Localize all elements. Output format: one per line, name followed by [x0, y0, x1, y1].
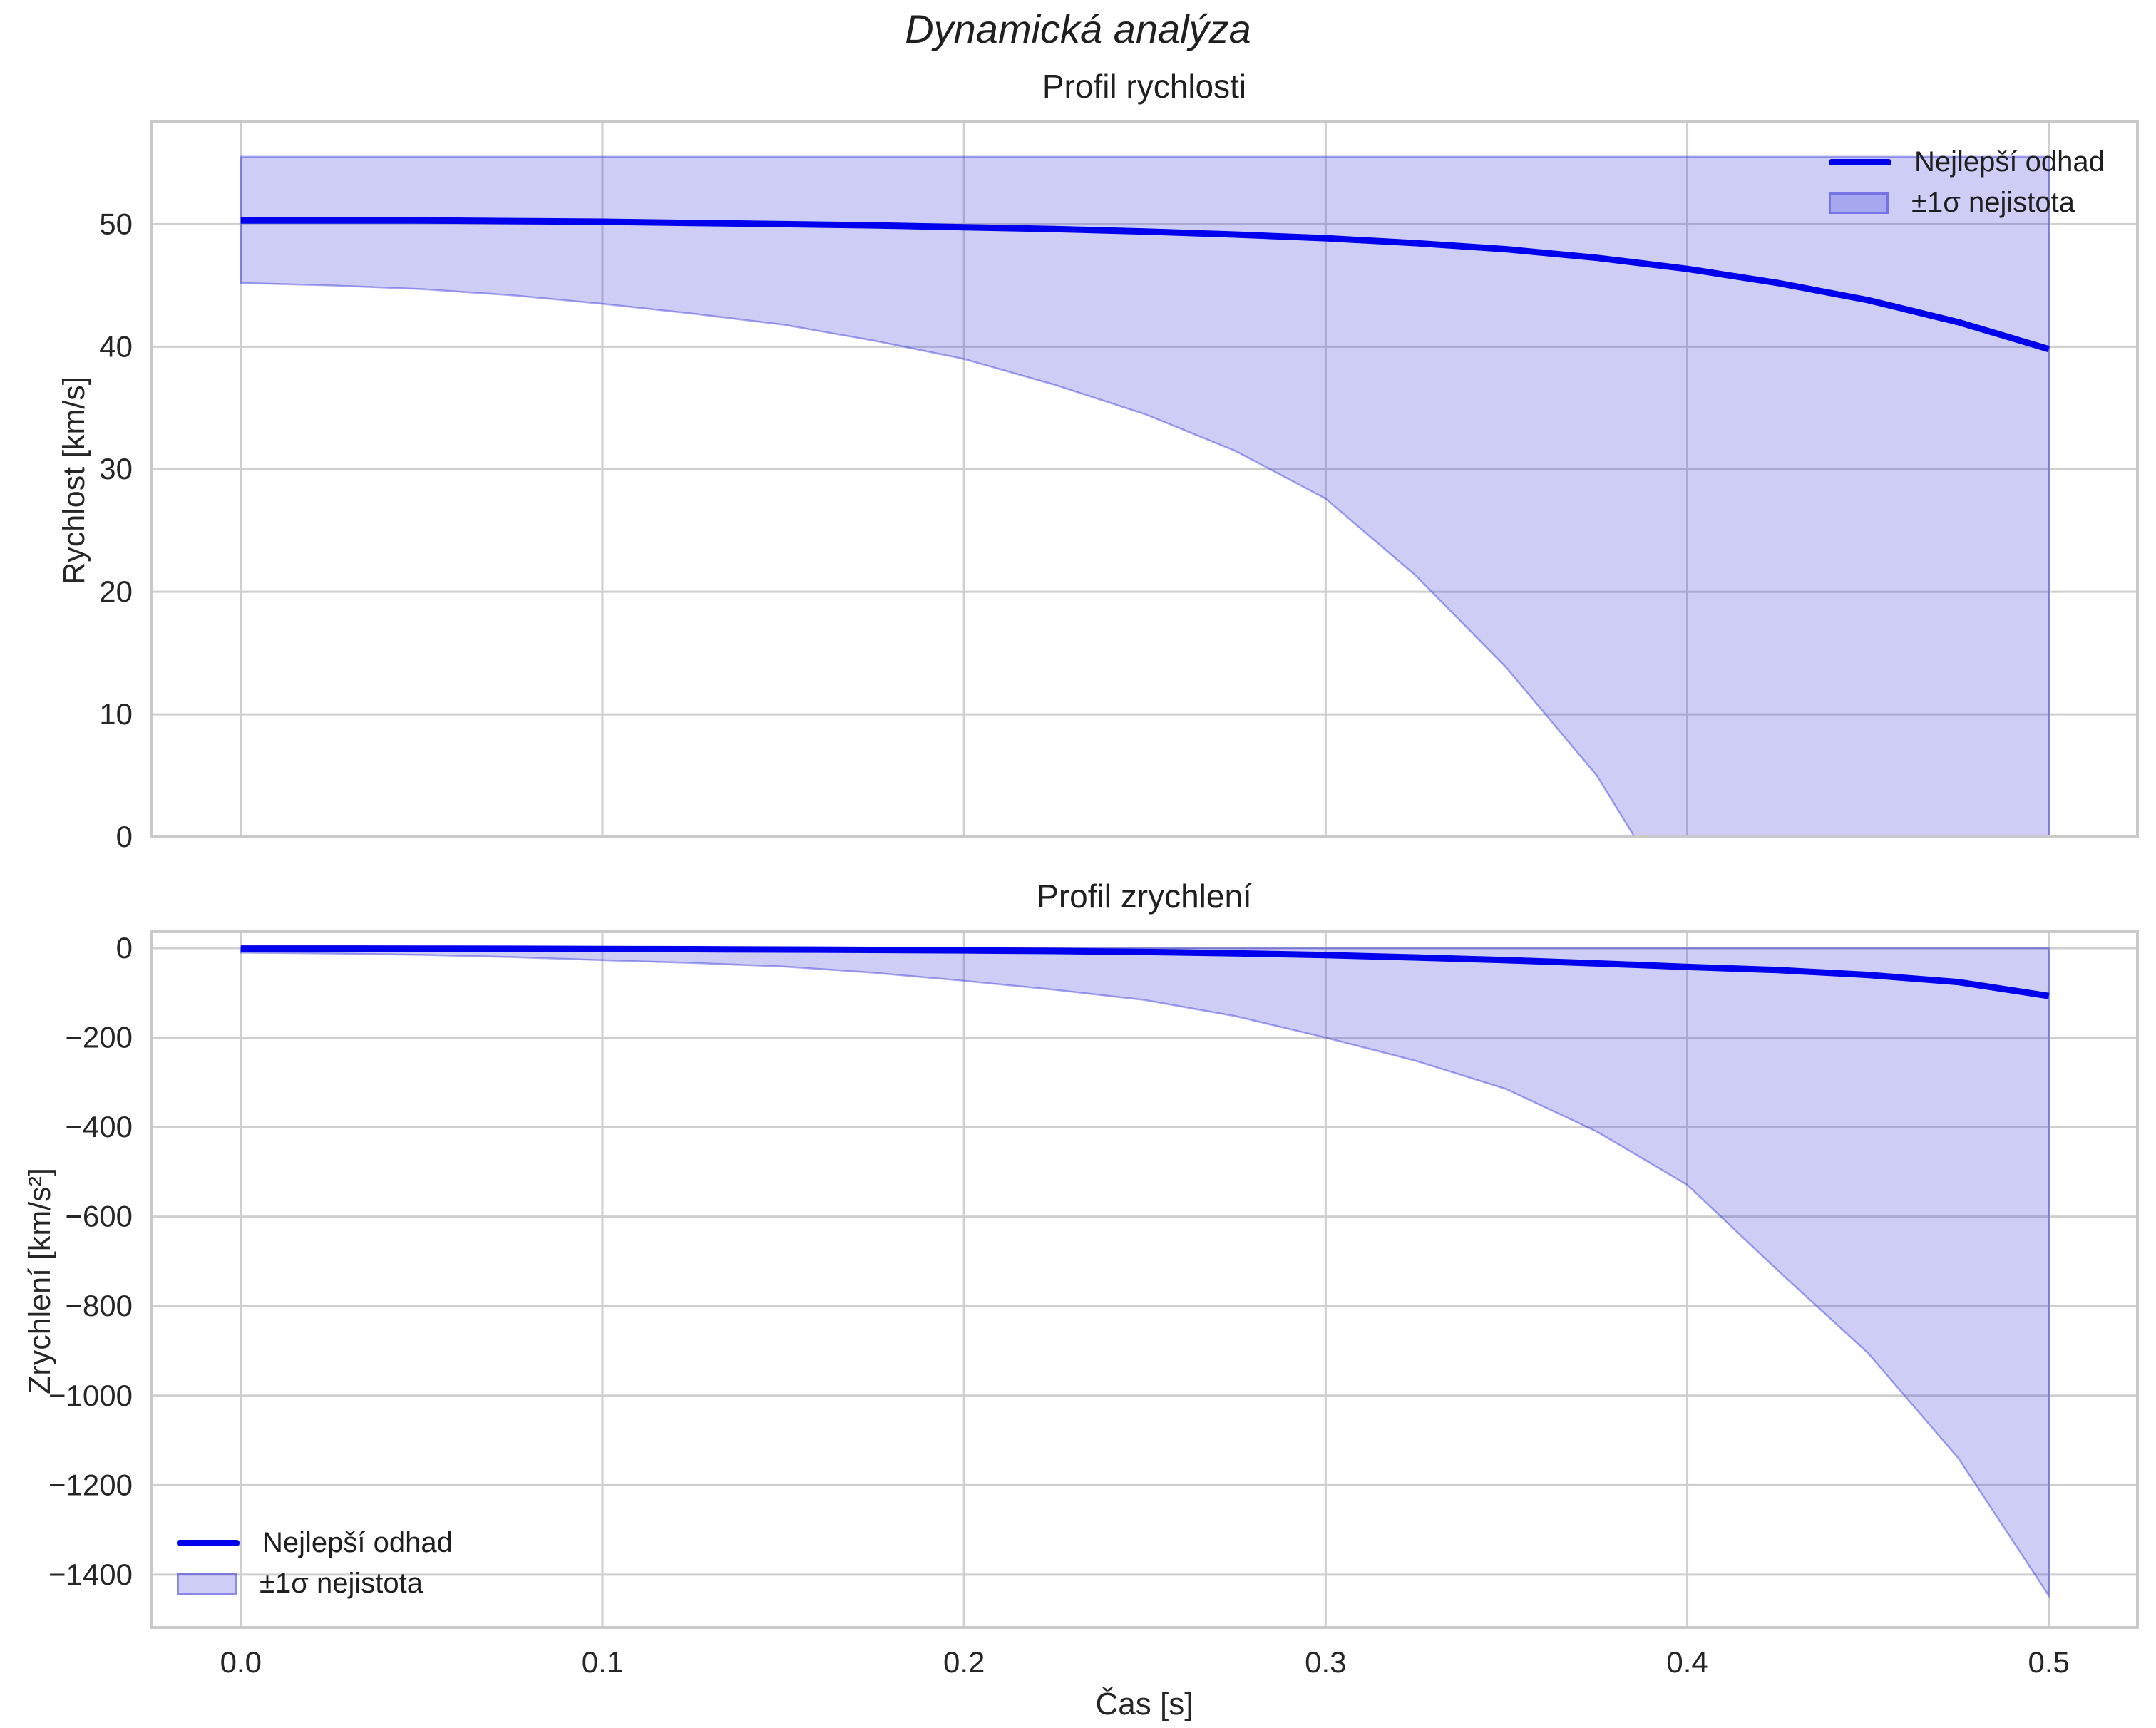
legend-item-uncertainty: ±1σ nejistota: [1829, 182, 2105, 223]
y-tick-label: 20: [99, 575, 133, 608]
x-tick-label: 0.1: [582, 1645, 623, 1679]
y-tick-label: 50: [99, 207, 133, 240]
legend-item-best-estimate: Nejlepší odhad: [1829, 142, 2105, 182]
x-tick-label: 0.5: [2028, 1645, 2070, 1679]
x-axis-label: Čas [s]: [1095, 1687, 1194, 1722]
velocity-plot-title: Profil rychlosti: [1042, 68, 1247, 105]
legend-label: ±1σ nejistota: [1911, 187, 2075, 218]
acceleration-plot-title: Profil zrychlení: [1037, 878, 1252, 915]
band-swatch-icon: [177, 1573, 237, 1595]
subplot-1: 0 −200 −400 −600 −800 −1000 −1200 −1400 0.0 0.1 0.…: [48, 930, 2139, 1679]
legend-item-best-estimate: Nejlepší odhad: [177, 1523, 453, 1563]
axes-frame: [150, 930, 2139, 1629]
y-tick-label: 0: [116, 931, 133, 965]
legend-acceleration: Nejlepší odhad ±1σ nejistota: [177, 1523, 453, 1604]
subplot-0: 0 10 20 30 40 50: [99, 120, 2139, 853]
best-estimate-line: [240, 945, 2050, 999]
legend-label: Nejlepší odhad: [262, 1527, 453, 1558]
y-tick-label: 10: [99, 697, 133, 731]
axes-frame: [150, 120, 2139, 838]
y-tick-label: −200: [65, 1021, 133, 1054]
band-swatch-icon: [1829, 192, 1889, 214]
legend-label: Nejlepší odhad: [1914, 146, 2105, 178]
line-swatch-icon: [1829, 159, 1891, 165]
figure-suptitle: Dynamická analýza: [905, 6, 1251, 51]
legend-label: ±1σ nejistota: [260, 1568, 423, 1599]
uncertainty-band: [240, 155, 2050, 837]
y-tick-label: −800: [65, 1289, 133, 1322]
line-swatch-icon: [177, 1540, 240, 1546]
x-tick-label: 0.2: [943, 1645, 985, 1679]
uncertainty-band: [240, 947, 2050, 1599]
best-estimate-line: [240, 217, 2050, 353]
y-tick-label: −400: [65, 1110, 133, 1143]
y-tick-label: 40: [99, 329, 133, 363]
x-tick-label: 0.3: [1305, 1645, 1346, 1679]
y-tick-label: −600: [65, 1200, 133, 1233]
y-tick-label: −1200: [48, 1468, 133, 1501]
legend-item-uncertainty: ±1σ nejistota: [177, 1563, 453, 1604]
y-tick-label: −1400: [48, 1558, 133, 1591]
y-tick-label: −1000: [48, 1379, 133, 1412]
y-tick-label: 30: [99, 452, 133, 485]
x-tick-label: 0.0: [220, 1645, 262, 1679]
y-tick-label: 0: [116, 820, 133, 853]
legend-velocity: Nejlepší odhad ±1σ nejistota: [1829, 142, 2105, 223]
x-tick-label: 0.4: [1666, 1645, 1708, 1679]
